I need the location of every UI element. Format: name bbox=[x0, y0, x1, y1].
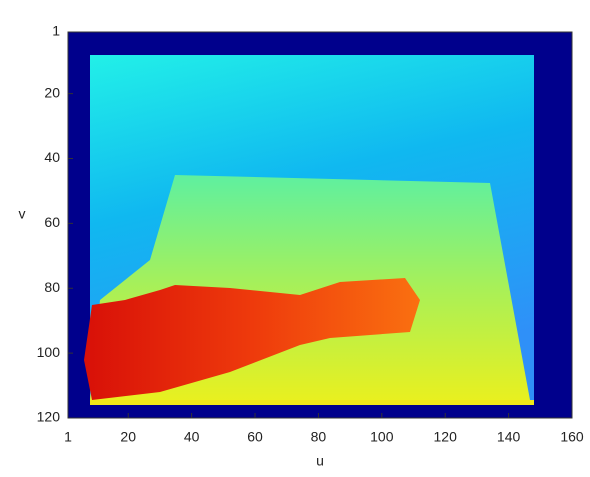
x-tick-label: 1 bbox=[64, 429, 72, 445]
y-tick-label: 1 bbox=[52, 23, 60, 39]
x-tick-label: 20 bbox=[120, 429, 136, 445]
x-tick-label: 60 bbox=[247, 429, 263, 445]
floor-edge bbox=[90, 400, 534, 405]
x-tick-label: 140 bbox=[497, 429, 521, 445]
y-axis-label: v bbox=[19, 206, 26, 222]
x-tick-label: 100 bbox=[370, 429, 394, 445]
y-tick-label: 80 bbox=[44, 279, 60, 295]
x-tick-label: 80 bbox=[311, 429, 327, 445]
chart: u v 120406080100120140160120406080100120 bbox=[0, 0, 590, 472]
y-tick-label: 120 bbox=[37, 409, 61, 425]
y-tick-label: 60 bbox=[44, 214, 60, 230]
y-tick-label: 100 bbox=[37, 344, 61, 360]
y-tick-label: 40 bbox=[44, 149, 60, 165]
y-tick-label: 20 bbox=[44, 84, 60, 100]
x-tick-label: 40 bbox=[184, 429, 200, 445]
x-axis-label: u bbox=[316, 453, 324, 469]
x-tick-label: 160 bbox=[560, 429, 584, 445]
x-tick-label: 120 bbox=[434, 429, 458, 445]
page: u v 120406080100120140160120406080100120… bbox=[0, 0, 590, 477]
depth-image bbox=[68, 32, 572, 418]
